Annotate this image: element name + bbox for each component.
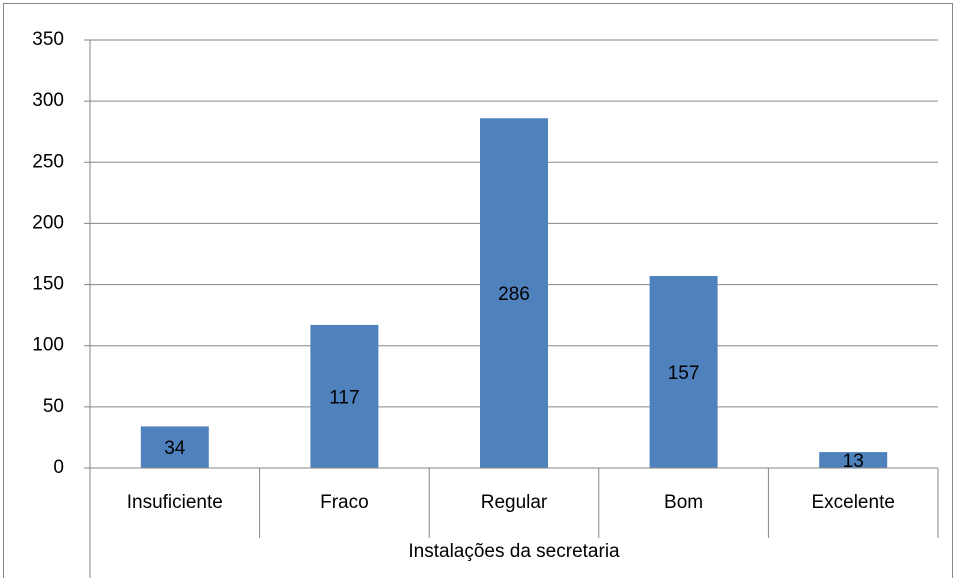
- data-label: 13: [843, 451, 864, 472]
- data-label: 286: [498, 284, 530, 305]
- y-tick-label: 0: [53, 457, 64, 478]
- bar: [310, 324, 379, 468]
- bar: [819, 452, 888, 468]
- x-tick-label: Fraco: [320, 492, 369, 513]
- x-tick-label: Regular: [481, 492, 548, 513]
- data-label: 34: [164, 438, 186, 459]
- x-tick-label: Excelente: [811, 492, 894, 513]
- x-axis-title: Instalações da secretaria: [408, 541, 620, 562]
- bar: [140, 426, 209, 468]
- bar: [649, 276, 718, 468]
- y-tick-label: 100: [32, 335, 64, 356]
- data-label: 117: [329, 387, 359, 408]
- y-tick-label: 250: [32, 151, 64, 172]
- y-tick-label: 200: [32, 212, 64, 233]
- data-label: 157: [668, 363, 700, 384]
- bar: [480, 118, 548, 469]
- x-tick-label: Bom: [664, 492, 703, 513]
- y-tick-label: 150: [32, 274, 64, 295]
- y-tick-label: 50: [43, 396, 64, 417]
- chart-border: [3, 3, 953, 578]
- y-tick-label: 350: [32, 29, 64, 50]
- x-tick-label: Insuficiente: [127, 492, 223, 513]
- y-tick-label: 300: [32, 90, 64, 111]
